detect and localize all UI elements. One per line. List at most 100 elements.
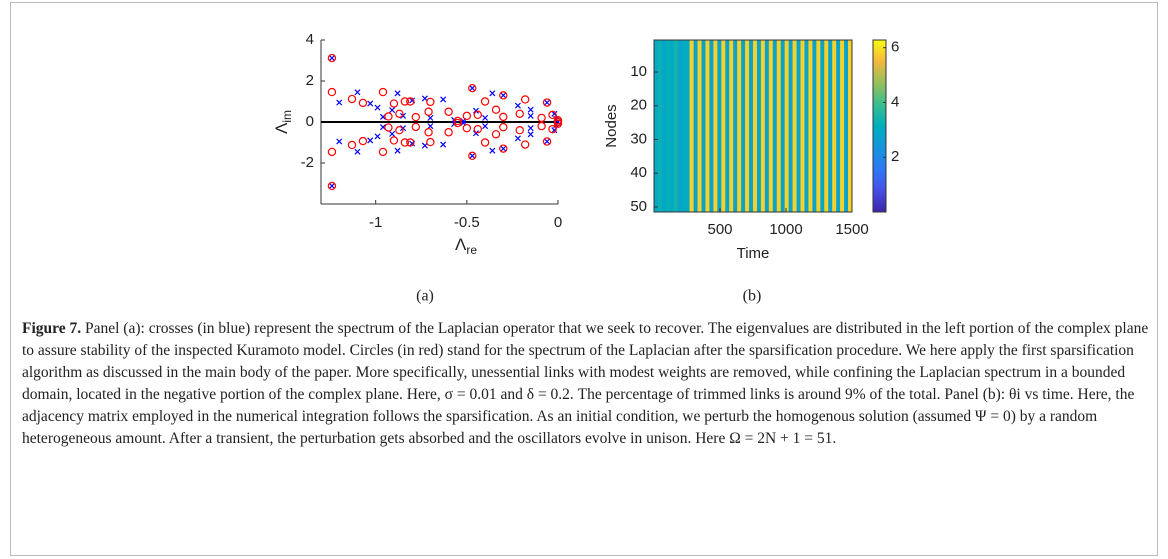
point (327, 147, 337, 157)
heat-column (824, 40, 829, 212)
point (440, 96, 447, 103)
axis-label: Λre (455, 235, 477, 257)
figure-frame (10, 2, 1158, 556)
point (426, 97, 435, 107)
heat-column (792, 40, 797, 212)
x-tick-label: 1500 (835, 221, 868, 238)
heat-column (713, 40, 718, 212)
heat-column (756, 40, 762, 212)
heat-column (725, 40, 730, 212)
heat-column (737, 40, 742, 212)
point (389, 107, 396, 114)
point (406, 138, 415, 147)
point (426, 137, 435, 147)
y-tick-label: 0 (306, 113, 314, 130)
point (537, 121, 546, 131)
point (491, 130, 501, 139)
caption: Figure 7. Panel (a): crosses (in blue) r… (22, 318, 1150, 450)
heat-column (733, 40, 738, 212)
heat-column (681, 40, 686, 212)
axis-label-main: Λ (272, 122, 291, 134)
heat-column (705, 40, 710, 212)
point (336, 138, 343, 145)
point (544, 138, 551, 145)
point (499, 122, 508, 132)
heat-column (709, 40, 714, 212)
x-tick-label: -0.5 (454, 214, 480, 231)
point (395, 109, 404, 119)
x-tick-label: 500 (707, 221, 732, 238)
axis-label: Λim (272, 110, 294, 134)
colorbar-tick-label: 2 (891, 148, 899, 165)
point (389, 99, 399, 108)
plot-border (653, 39, 853, 213)
heat-column (784, 40, 789, 212)
point (367, 137, 374, 144)
heat-column (800, 40, 805, 212)
heat-column (753, 40, 758, 212)
point (384, 123, 393, 132)
point (453, 118, 462, 128)
heat-column (689, 40, 694, 212)
point (440, 141, 447, 148)
point (548, 124, 557, 134)
heat-column (701, 40, 706, 212)
point (328, 182, 335, 189)
axis-label-sub: im (280, 110, 294, 123)
heat-column (677, 40, 683, 212)
y-tick-label: 30 (630, 130, 647, 147)
point (327, 53, 337, 63)
heat-column (768, 40, 774, 212)
point (327, 87, 337, 97)
point (378, 147, 388, 157)
point (424, 128, 433, 137)
axis-label-main: Λ (455, 235, 467, 254)
heat-column (760, 40, 766, 212)
heat-column (745, 40, 750, 212)
heat-column (665, 40, 671, 212)
point (462, 111, 472, 121)
point (491, 105, 501, 114)
y-tick-label: 40 (630, 164, 647, 181)
heat-column (788, 40, 793, 212)
point (489, 90, 496, 97)
y-tick-label: 2 (306, 72, 314, 89)
point (480, 138, 490, 147)
point (411, 112, 420, 122)
point (328, 55, 335, 62)
point (472, 130, 479, 137)
point (527, 131, 534, 138)
panel-label: (a) (416, 288, 434, 305)
point (427, 123, 434, 130)
point (473, 124, 482, 134)
point (469, 85, 476, 92)
point (527, 112, 534, 119)
y-tick-label: -2 (301, 154, 314, 171)
point (515, 109, 524, 119)
heat-column (808, 40, 813, 212)
point (444, 107, 453, 116)
point (500, 145, 507, 152)
heat-column (673, 40, 679, 212)
point (327, 181, 337, 191)
point (514, 102, 521, 109)
point (358, 136, 368, 146)
heat-column (685, 40, 690, 212)
y-tick-label: 4 (306, 31, 314, 48)
point (499, 144, 508, 153)
point (473, 110, 482, 120)
y-axis-label: Nodes (603, 104, 620, 147)
heat-column (654, 40, 659, 212)
point (499, 91, 508, 100)
point (520, 95, 530, 104)
heat-column (772, 40, 778, 212)
caption-text: Panel (a): crosses (in blue) represent t… (22, 320, 1149, 447)
y-tick-label: 50 (630, 198, 647, 215)
point (406, 97, 415, 106)
point (347, 140, 357, 150)
point (367, 100, 374, 107)
point (469, 152, 476, 159)
heat-column (820, 40, 825, 212)
